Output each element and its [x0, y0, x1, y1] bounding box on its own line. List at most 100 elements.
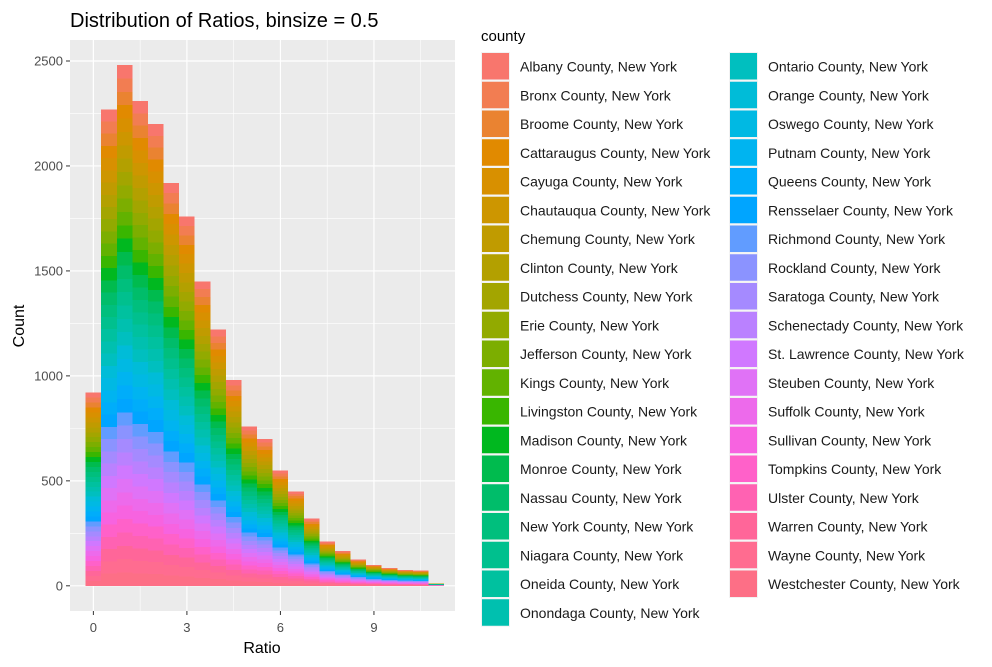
- bar-segment: [350, 577, 367, 578]
- bar-segment: [350, 564, 367, 565]
- bar-segment: [116, 305, 133, 319]
- bar-segment: [101, 426, 117, 440]
- bar-segment: [194, 320, 211, 329]
- bar-segment: [147, 550, 164, 563]
- bar-segment: [241, 442, 258, 447]
- bar-segment: [350, 580, 367, 582]
- bar-segment: [101, 524, 117, 537]
- bar-segment: [288, 491, 304, 494]
- bar-segment: [163, 513, 180, 524]
- bar-segment: [350, 582, 367, 584]
- bar-segment: [272, 535, 289, 539]
- bar-segment: [366, 572, 382, 573]
- bar-segment: [303, 527, 320, 529]
- bar-segment: [85, 516, 102, 522]
- bar-segment: [194, 538, 211, 547]
- bar-segment: [101, 145, 117, 159]
- bar-segment: [85, 412, 102, 418]
- bar-segment: [319, 549, 335, 551]
- bar-segment: [132, 262, 148, 275]
- bar-segment: [179, 500, 195, 511]
- bar-segment: [147, 289, 164, 302]
- bar-segment: [288, 547, 304, 550]
- legend-swatch: [482, 340, 509, 367]
- y-tick-label: 1500: [34, 263, 63, 278]
- bar-segment: [319, 572, 335, 574]
- bar-segment: [303, 577, 320, 579]
- legend-swatch: [482, 168, 509, 195]
- bar-segment: [85, 556, 102, 562]
- bar-segment: [288, 580, 304, 584]
- bar-segment: [132, 386, 148, 400]
- bar-segment: [350, 560, 367, 561]
- bar-segment: [179, 273, 195, 283]
- bar-segment: [163, 244, 180, 256]
- bar-segment: [366, 571, 382, 572]
- bar-segment: [303, 575, 320, 578]
- bar-segment: [241, 454, 258, 459]
- bar-segment: [179, 330, 195, 340]
- bar-segment: [179, 225, 195, 236]
- bar-segment: [194, 554, 211, 563]
- bar-segment: [366, 578, 382, 579]
- bar-segment: [288, 517, 304, 521]
- bar-segment: [163, 368, 180, 380]
- legend-swatch: [730, 139, 757, 166]
- axes: 0 500 1000 1500 2000 2500 0 3 6 9: [34, 53, 377, 635]
- bar-segment: [225, 469, 242, 476]
- bar-segment: [288, 544, 304, 548]
- bar-segment: [257, 446, 273, 451]
- bar-segment: [350, 579, 367, 581]
- bar-segment: [241, 475, 258, 480]
- bar-segment: [366, 578, 382, 580]
- bar-segment: [366, 565, 382, 567]
- bar-segment: [257, 559, 273, 564]
- bar-segment: [225, 380, 242, 386]
- bar-segment: [272, 576, 289, 580]
- bar-segment: [303, 558, 320, 560]
- bar-segment: [366, 584, 382, 586]
- bar-segment: [85, 531, 102, 537]
- legend-item: Tompkins County, New York: [729, 454, 942, 483]
- bar-segment: [350, 578, 367, 580]
- bar-segment: [350, 565, 367, 567]
- bar-segment: [272, 491, 289, 495]
- bar-segment: [116, 398, 133, 413]
- bar-segment: [116, 65, 133, 79]
- bar-segment: [241, 540, 258, 545]
- bar-segment: [101, 304, 117, 317]
- bar-segment: [272, 470, 289, 474]
- bar-segment: [257, 536, 273, 541]
- bar-segment: [210, 487, 226, 494]
- bar-segment: [225, 422, 242, 428]
- bar-segment: [350, 568, 367, 569]
- bar-segment: [334, 551, 351, 553]
- bar-segment: [163, 461, 180, 473]
- bar-segment: [101, 512, 117, 525]
- bar-segment: [366, 580, 382, 582]
- bar-segment: [132, 113, 148, 126]
- bar-segment: [116, 572, 133, 586]
- bar-segment: [163, 182, 180, 194]
- bar-segment: [179, 244, 195, 255]
- bar-segment: [350, 571, 367, 572]
- bar-segment: [116, 412, 133, 426]
- bar-segment: [210, 526, 226, 534]
- bar-segment: [194, 570, 211, 579]
- bar-segment: [350, 560, 367, 562]
- bar-segment: [116, 105, 133, 119]
- bar-segment: [319, 568, 335, 570]
- bar-segment: [225, 501, 242, 507]
- bar-segment: [272, 568, 289, 572]
- bar-segment: [350, 566, 367, 568]
- bar-segment: [194, 414, 211, 422]
- legend-swatch: [730, 81, 757, 109]
- bar-segment: [288, 525, 304, 528]
- bar-segment: [101, 414, 117, 427]
- bar-segment: [85, 570, 102, 576]
- bar-segment: [319, 575, 335, 577]
- bar-segment: [116, 532, 133, 546]
- bar-segment: [272, 532, 289, 536]
- legend-item: Sullivan County, New York: [729, 425, 932, 455]
- bar-segment: [319, 567, 335, 569]
